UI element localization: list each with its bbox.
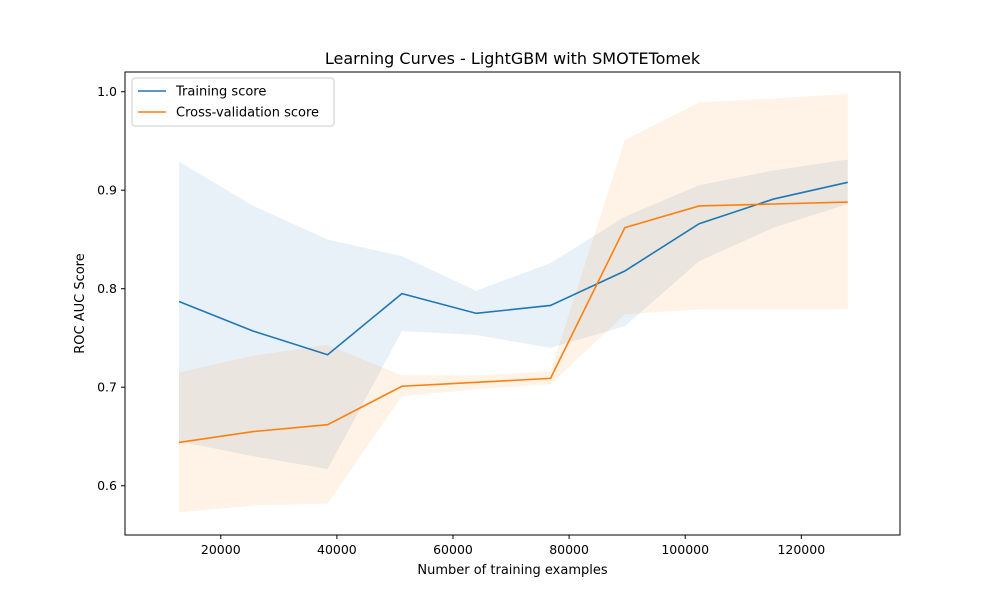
x-axis-title: Number of training examples [417,563,607,578]
plot-area-frame [124,71,901,536]
x-tick-label: 120000 [777,542,825,557]
y-tick-label: 0.6 [97,478,117,493]
y-axis-ticks: 0.6 0.7 0.8 0.9 1.0 [97,84,125,493]
legend: Training score Cross-validation score [131,77,335,127]
band-cross-validation [178,93,848,513]
y-tick-label: 0.9 [97,183,117,198]
confidence-bands [178,93,848,513]
legend-box [131,77,335,127]
legend-label: Cross-validation score [176,106,319,121]
legend-label: Training score [175,85,266,100]
y-axis-title: ROC AUC Score [73,253,88,354]
x-tick-label: 100000 [661,542,709,557]
y-tick-label: 0.8 [97,281,117,296]
line-cross-validation [178,201,848,444]
x-tick-label: 60000 [433,542,473,557]
y-tick-label: 0.7 [97,380,117,395]
x-tick-label: 40000 [317,542,357,557]
series-lines [178,181,848,444]
band-training [178,159,848,469]
x-tick-label: 80000 [549,542,589,557]
x-tick-label: 20000 [201,542,241,557]
line-training [178,181,848,356]
chart-title: Learning Curves - LightGBM with SMOTETom… [325,49,701,68]
y-tick-label: 1.0 [97,84,117,99]
x-axis-ticks: 20000 40000 60000 80000 100000 120000 [201,535,825,557]
